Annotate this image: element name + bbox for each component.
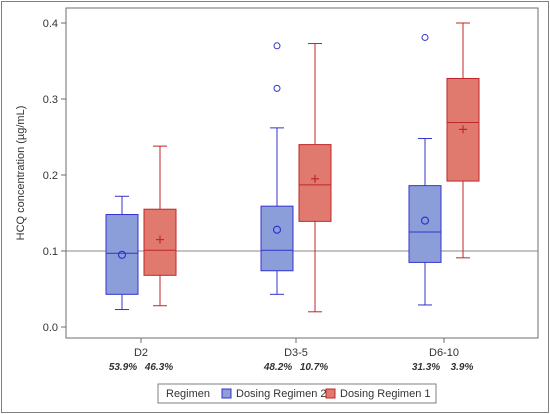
y-axis: 0.0 0.1 0.2 0.3 0.4 [43,18,66,334]
y-tick-label: 0.0 [43,322,58,334]
outlier-point [273,42,281,50]
iqr-box [260,205,294,272]
mean-marker [272,225,282,234]
y-axis-label: HCQ concentration (µg/mL) [15,106,27,241]
percent-label: 3.9% [451,362,474,373]
box-layer [105,22,480,313]
box-group [298,43,332,313]
y-tick-label: 0.1 [43,246,58,258]
legend-entry-label: Dosing Regimen 1 [340,388,431,400]
outlier-point [421,33,429,41]
box-group [408,33,442,306]
y-tick-label: 0.2 [43,170,58,182]
mean-marker [117,250,127,259]
percent-label: 48.2% [263,362,292,373]
y-tick-label: 0.4 [43,18,58,30]
legend: Regimen Dosing Regimen 2 Dosing Regimen 1 [157,383,437,404]
legend-title: Regimen [166,388,210,400]
x-tick-label: D2 [134,347,148,359]
percent-label: 10.7% [300,362,328,373]
x-tick-label: D3-5 [284,347,308,359]
x-tick-label: D6-10 [429,347,459,359]
outlier-point [273,84,281,92]
percent-label: 53.9% [109,362,137,373]
percent-label: 31.3% [412,362,440,373]
box-group [143,145,177,307]
box-group [446,22,480,259]
box-group [260,42,294,295]
mean-marker [420,216,430,225]
y-tick-label: 0.3 [43,94,58,106]
iqr-box [298,144,332,222]
box-group [105,195,139,311]
iqr-box [105,214,139,295]
legend-swatch [325,388,336,399]
legend-entry-label: Dosing Regimen 2 [236,388,327,400]
legend-swatch [221,388,232,399]
percent-label: 46.3% [144,362,173,373]
percent-labels: 53.9% 46.3% 48.2% 10.7% 31.3% 3.9% [109,362,474,373]
x-axis: D2 D3-5 D6-10 [134,338,459,359]
